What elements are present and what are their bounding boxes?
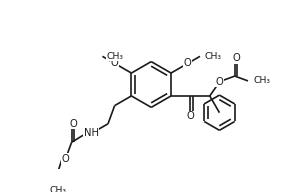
Text: O: O <box>232 54 240 64</box>
Text: O: O <box>111 58 118 68</box>
Text: O: O <box>184 58 192 68</box>
Text: NH: NH <box>84 128 99 138</box>
Text: CH₃: CH₃ <box>49 186 66 192</box>
Text: O: O <box>69 119 77 129</box>
Text: CH₃: CH₃ <box>107 52 124 61</box>
Text: O: O <box>62 154 70 164</box>
Text: O: O <box>216 76 224 87</box>
Text: O: O <box>187 111 194 121</box>
Text: CH₃: CH₃ <box>204 52 221 61</box>
Text: CH₃: CH₃ <box>253 76 270 85</box>
